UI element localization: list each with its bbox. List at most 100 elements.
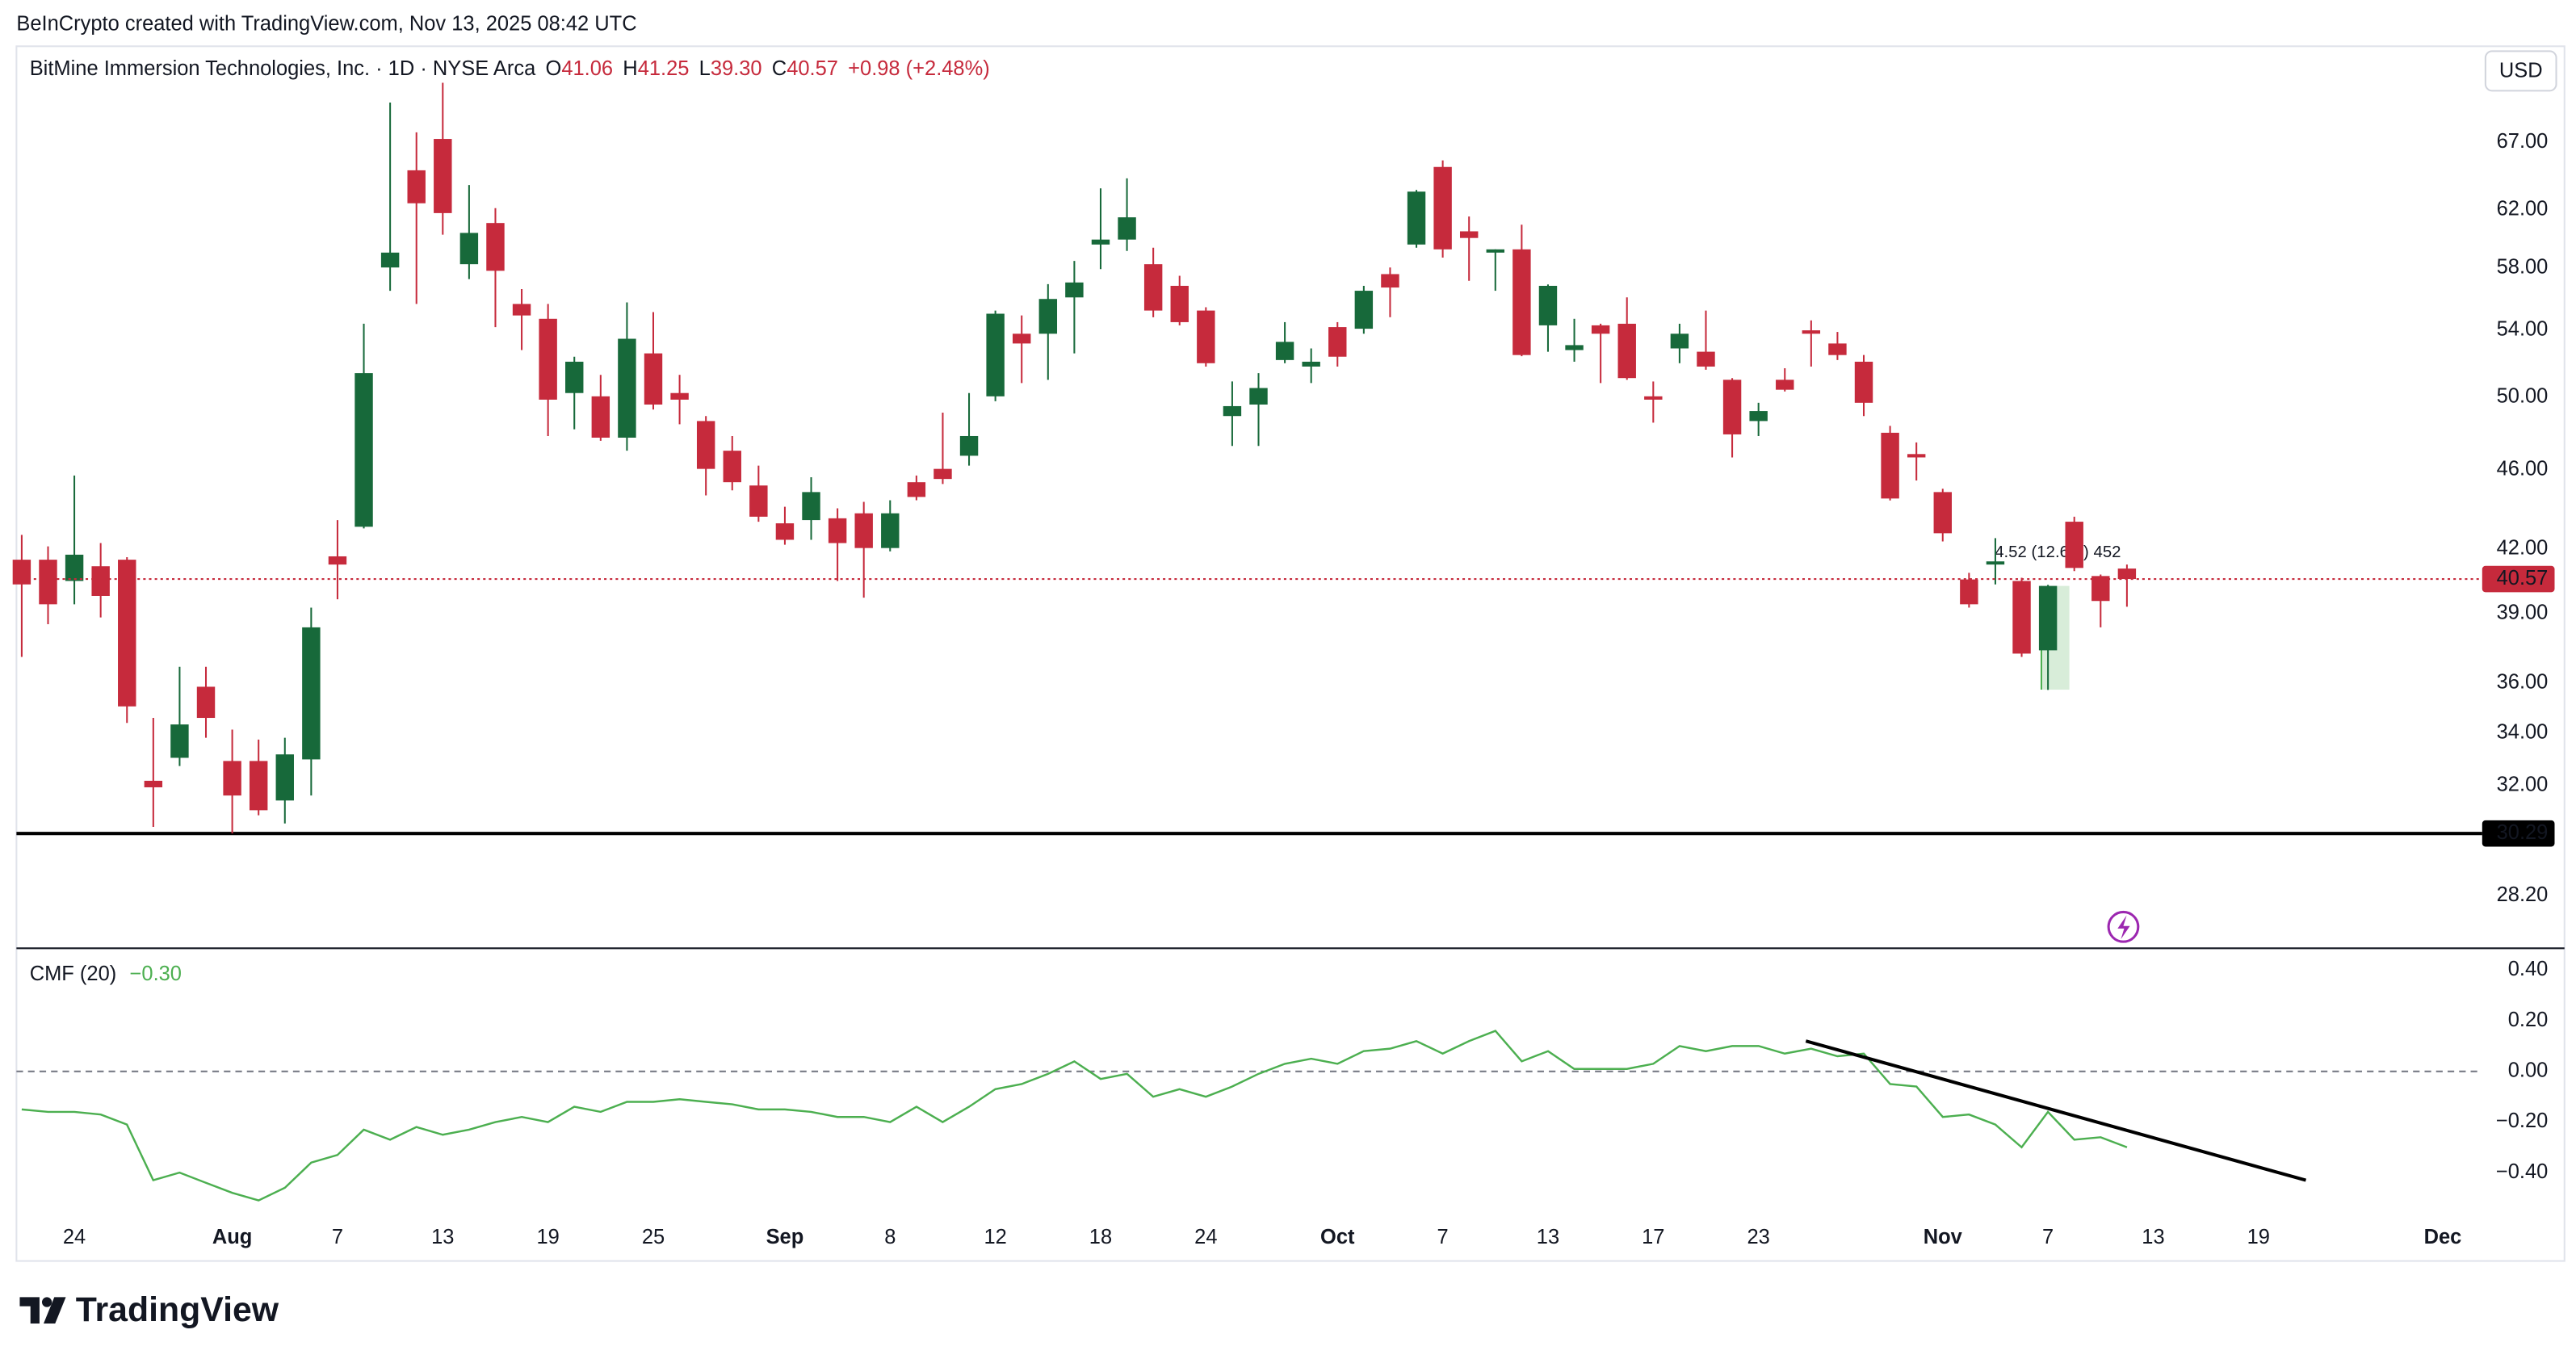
candle-body [1170,285,1189,322]
x-tick-label: 7 [332,1226,343,1248]
candle-body [302,627,321,760]
currency-label[interactable]: USD [2499,60,2543,82]
candle-body [1986,561,2005,565]
candle-body [1670,334,1689,349]
candle-body [1565,345,1584,350]
candle-body [2065,522,2083,568]
candle-body [2038,585,2058,651]
x-tick-label: 7 [2042,1226,2054,1248]
y-tick-label: 42.00 [2497,536,2549,559]
candle-body [355,373,373,527]
y-tick-label: 67.00 [2497,130,2549,153]
candle-body [1828,343,1847,355]
candle-body [1644,396,1663,400]
candle-body [1013,334,1031,344]
y-tick-label: 28.20 [2497,883,2549,906]
candle-body [1697,351,1715,367]
last-price-label: 40.57 [2497,567,2549,589]
x-tick-label: 19 [536,1226,559,1248]
x-tick-label: 13 [2142,1226,2164,1248]
candle-body [1854,361,1873,403]
candle-body [670,392,689,400]
x-tick-label: Sep [766,1226,804,1248]
y-tick-label: 32.00 [2497,774,2549,796]
x-tick-label: 7 [1437,1226,1449,1248]
ohlc-value: 41.06 [561,57,613,80]
candle-body [1802,330,1821,334]
candle-body [1381,274,1399,288]
cmf-last-value: −0.30 [130,963,182,985]
y-tick-label: 46.00 [2497,457,2549,480]
x-tick-label: 17 [1642,1226,1664,1248]
candle-body [1197,310,1215,363]
x-tick-label: 24 [1194,1226,1217,1248]
cmf-line [21,1030,2128,1202]
logo-slash [44,1297,66,1324]
ohlc-key: C [772,57,787,80]
candle-body [1776,380,1794,390]
credit: BeInCrypto created with TradingView.com,… [16,13,636,36]
currency-button[interactable]: USD [2484,50,2557,92]
candle-body [802,492,820,521]
candle-body [328,556,347,565]
x-tick-label: Oct [1320,1226,1355,1248]
symbol-title: BitMine Immersion Technologies, Inc. · 1… [30,57,536,80]
ohlc-key: L [699,57,711,80]
x-tick-label: 13 [431,1226,454,1248]
candle-body [881,513,900,548]
candle-body [275,754,294,801]
candle-body [1486,249,1505,253]
ohlc-value: 40.57 [787,57,838,80]
candle-body [1722,380,1742,434]
candle-body [434,139,452,213]
candle-body [12,560,31,585]
candle-body [591,396,610,438]
candle-body [1223,405,1242,417]
candle-body [696,421,715,469]
candle-body [1933,492,1952,534]
chart-frame [15,45,2566,1262]
cmf-tick-label: 0.00 [2508,1059,2549,1082]
candle-body [1143,264,1163,311]
candle-body [1275,342,1294,360]
cmf-legend: CMF (20) −0.30 [30,963,182,985]
brand-logo: TradingView [19,1290,279,1329]
y-tick-label: 62.00 [2497,197,2549,220]
candle-body [907,482,926,497]
x-tick-label: Dec [2424,1226,2462,1248]
currency-box[interactable] [2484,50,2557,92]
candle-body [539,318,557,400]
candle-body [2091,576,2110,602]
brand-name: TradingView [76,1290,279,1329]
candle-body [986,313,1005,396]
candle-body [65,554,84,581]
candle-body [1749,411,1768,422]
last-price-tag [2482,565,2555,593]
candle-body [959,435,979,456]
x-tick-label: 23 [1747,1226,1769,1248]
cmf-tick-label: 0.40 [2508,958,2549,980]
candle-body [1881,432,1899,499]
candle-body [1617,323,1636,379]
ohlc-key: O [546,57,562,80]
candle-body [723,451,741,483]
candle-body [118,560,136,707]
candle-body [1960,579,1978,605]
ohlc-value: 41.25 [638,57,690,80]
trendline [1805,1039,2307,1182]
candle-body [1328,327,1347,357]
candle-body [1302,361,1320,367]
logo-dot [41,1297,52,1307]
candle-body [854,513,873,548]
candle-body [1407,191,1426,245]
y-tick-label: 54.00 [2497,317,2549,340]
candle-body [2117,568,2137,580]
candle-body [512,304,531,316]
candle-body [144,780,163,787]
y-tick-label: 36.00 [2497,671,2549,694]
candle-body [565,361,584,393]
candle-body [1538,285,1558,325]
